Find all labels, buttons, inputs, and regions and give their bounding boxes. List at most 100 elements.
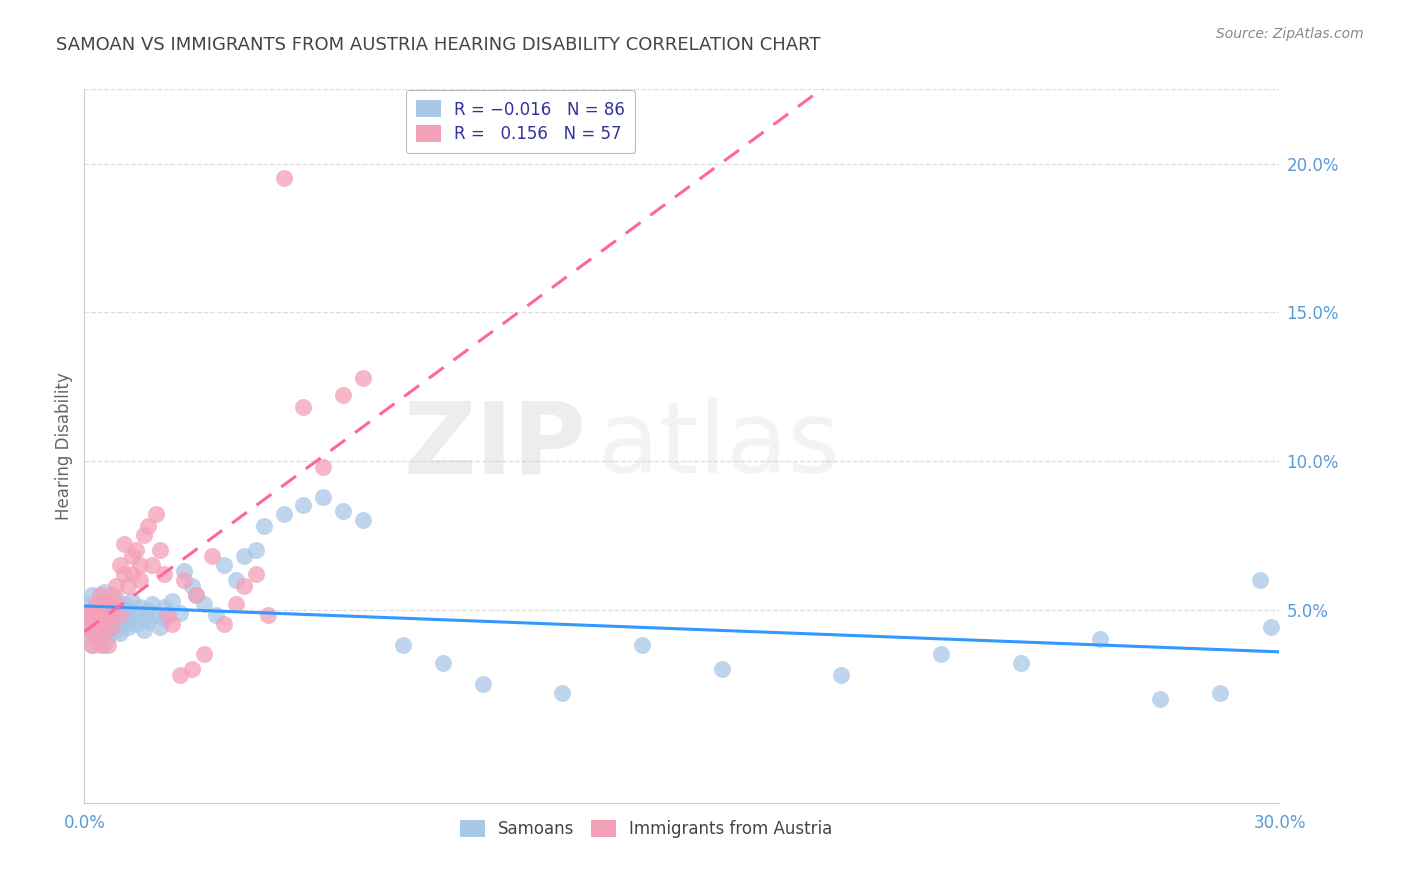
Point	[125, 606, 148, 620]
Point	[117, 579, 139, 593]
Point	[432, 656, 454, 670]
Point	[551, 686, 574, 700]
Point	[110, 558, 132, 572]
Point	[121, 566, 143, 581]
Point	[1149, 691, 1171, 706]
Point	[125, 617, 148, 632]
Point	[89, 629, 111, 643]
Point	[125, 543, 148, 558]
Point	[101, 620, 124, 634]
Point	[312, 490, 335, 504]
Point	[93, 602, 115, 616]
Point	[710, 662, 733, 676]
Point	[129, 558, 152, 572]
Point	[77, 626, 100, 640]
Point	[89, 620, 111, 634]
Point	[105, 624, 128, 638]
Point	[1010, 656, 1032, 670]
Text: ZIP: ZIP	[404, 398, 586, 494]
Point	[93, 638, 115, 652]
Point	[89, 620, 111, 634]
Point	[82, 638, 104, 652]
Point	[173, 564, 195, 578]
Point	[273, 508, 295, 522]
Point	[97, 597, 120, 611]
Point	[86, 615, 108, 629]
Point	[82, 626, 104, 640]
Point	[132, 611, 156, 625]
Point	[110, 626, 132, 640]
Point	[153, 566, 176, 581]
Point	[86, 611, 108, 625]
Point	[93, 626, 115, 640]
Point	[169, 606, 191, 620]
Point	[112, 566, 135, 581]
Point	[97, 608, 120, 623]
Point	[77, 597, 100, 611]
Point	[112, 597, 135, 611]
Legend: Samoans, Immigrants from Austria: Samoans, Immigrants from Austria	[453, 813, 839, 845]
Point	[101, 608, 124, 623]
Point	[181, 662, 204, 676]
Point	[86, 626, 108, 640]
Point	[117, 620, 139, 634]
Point	[181, 579, 204, 593]
Point	[93, 615, 115, 629]
Point	[110, 615, 132, 629]
Point	[89, 593, 111, 607]
Point	[225, 597, 247, 611]
Point	[149, 620, 172, 634]
Point	[77, 608, 100, 623]
Point	[1090, 632, 1112, 647]
Point	[97, 638, 120, 652]
Point	[97, 597, 120, 611]
Point	[352, 513, 374, 527]
Point	[149, 543, 172, 558]
Point	[245, 543, 267, 558]
Text: Source: ZipAtlas.com: Source: ZipAtlas.com	[1216, 27, 1364, 41]
Point	[112, 537, 135, 551]
Point	[132, 528, 156, 542]
Point	[82, 617, 104, 632]
Point	[86, 624, 108, 638]
Point	[105, 579, 128, 593]
Point	[136, 602, 159, 616]
Point	[141, 597, 163, 611]
Point	[145, 508, 167, 522]
Point	[110, 608, 132, 623]
Text: atlas: atlas	[599, 398, 839, 494]
Point	[212, 617, 235, 632]
Point	[101, 620, 124, 634]
Point	[256, 608, 278, 623]
Point	[82, 615, 104, 629]
Point	[110, 606, 132, 620]
Point	[352, 370, 374, 384]
Point	[93, 626, 115, 640]
Point	[86, 606, 108, 620]
Point	[292, 401, 315, 415]
Point	[392, 638, 415, 652]
Point	[193, 647, 215, 661]
Point	[77, 608, 100, 623]
Point	[89, 608, 111, 623]
Point	[82, 602, 104, 616]
Point	[136, 615, 159, 629]
Point	[93, 615, 115, 629]
Point	[101, 588, 124, 602]
Point	[129, 573, 152, 587]
Point	[212, 558, 235, 572]
Point	[201, 549, 224, 563]
Point	[253, 519, 276, 533]
Y-axis label: Hearing Disability: Hearing Disability	[55, 372, 73, 520]
Point	[160, 593, 183, 607]
Point	[312, 459, 335, 474]
Point	[86, 617, 108, 632]
Point	[93, 602, 115, 616]
Point	[89, 638, 111, 652]
Point	[273, 171, 295, 186]
Point	[205, 608, 228, 623]
Point	[169, 668, 191, 682]
Point	[105, 611, 128, 625]
Point	[332, 504, 354, 518]
Point	[121, 593, 143, 607]
